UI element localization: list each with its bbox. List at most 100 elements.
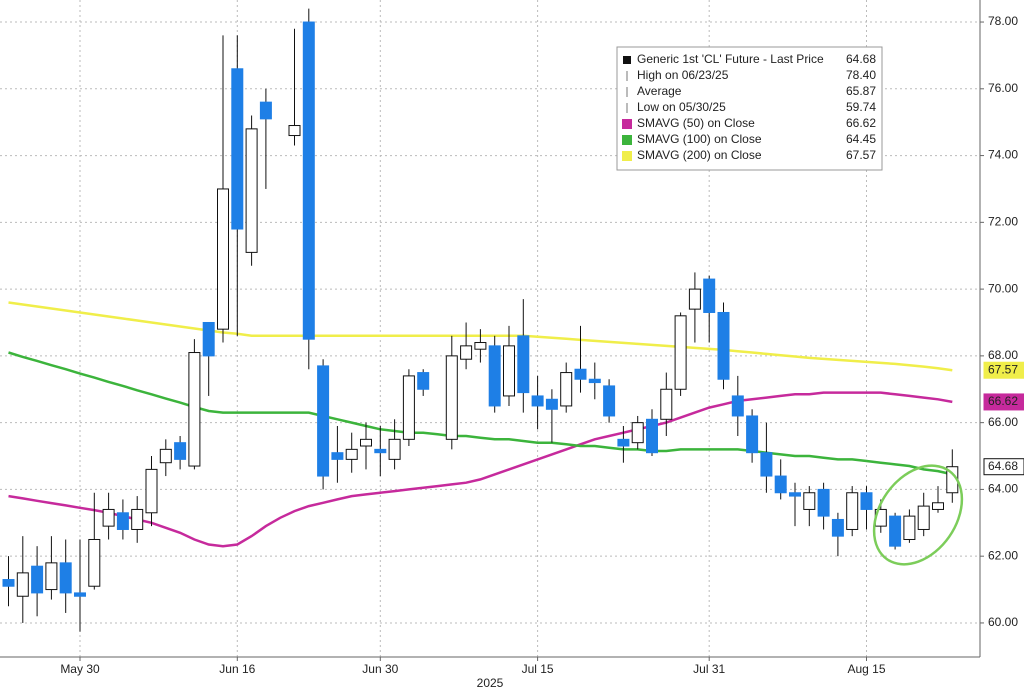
candle-body xyxy=(188,352,201,467)
highlight-ellipse xyxy=(872,464,964,566)
legend-value: 65.87 xyxy=(846,84,876,98)
legend-value: 59.74 xyxy=(846,100,876,114)
y-tick-label: 70.00 xyxy=(988,281,1018,295)
candle-body xyxy=(688,288,701,310)
candle-body xyxy=(360,438,372,447)
candle-body xyxy=(531,395,544,407)
sma-line xyxy=(8,351,953,476)
candle-body xyxy=(202,321,215,357)
candle-body xyxy=(803,492,816,510)
legend: Generic 1st 'CL' Future - Last Price 64.6… xyxy=(616,46,883,171)
candle-body xyxy=(703,278,716,313)
y-tick-label: 62.00 xyxy=(988,548,1018,562)
candle-body xyxy=(817,488,830,517)
y-tick-label: 72.00 xyxy=(988,215,1018,229)
candle-body xyxy=(717,311,730,380)
candle-body xyxy=(831,518,844,537)
candle-body xyxy=(545,398,558,410)
candle-body xyxy=(646,418,658,454)
candle-body xyxy=(59,562,72,594)
x-tick-label: Jun 16 xyxy=(219,662,255,676)
candle-body xyxy=(660,388,673,420)
candle-body xyxy=(302,21,315,340)
candle-body xyxy=(259,101,272,120)
legend-title: Generic 1st 'CL' Future - Last Price xyxy=(637,52,824,66)
candle-body xyxy=(603,385,616,417)
candle-body xyxy=(402,375,415,440)
legend-label: SMAVG (200) on Close xyxy=(637,148,762,162)
y-tick-label: 66.00 xyxy=(988,415,1018,429)
candle-body xyxy=(288,125,301,137)
legend-label: Low on 05/30/25 xyxy=(637,100,726,114)
legend-label: Average xyxy=(637,84,682,98)
sma-line xyxy=(8,391,953,548)
candle-body xyxy=(445,355,458,440)
legend-label: High on 06/23/25 xyxy=(637,68,729,82)
legend-value: 78.40 xyxy=(846,68,876,82)
x-tick-label: Jul 15 xyxy=(522,662,554,676)
candle-body xyxy=(331,452,344,460)
candle-body xyxy=(31,565,44,594)
legend-swatch xyxy=(622,119,632,129)
x-tick-label: Jul 31 xyxy=(693,662,725,676)
candle-body xyxy=(917,505,930,530)
value-tag xyxy=(983,361,1024,379)
candle-body xyxy=(88,538,101,587)
legend-swatch xyxy=(622,135,632,145)
candle-body xyxy=(102,508,115,527)
x-tick-label: Jun 30 xyxy=(362,662,398,676)
legend-value: 66.62 xyxy=(846,116,876,130)
legend-swatch xyxy=(622,151,632,161)
candle-body xyxy=(932,502,944,510)
candle-body xyxy=(617,438,630,447)
y-tick-label: 78.00 xyxy=(988,14,1018,28)
legend-swatch xyxy=(623,56,631,64)
last-value-tags: 67.57 66.62 64.68 xyxy=(983,361,1024,476)
candle-body xyxy=(16,572,29,597)
candle-body xyxy=(903,515,916,540)
candle-body xyxy=(774,475,787,494)
value-tag xyxy=(983,393,1024,411)
candle-body xyxy=(560,372,573,407)
y-tick-label: 74.00 xyxy=(988,148,1018,162)
legend-label: SMAVG (50) on Close xyxy=(637,116,755,130)
axis-labels: 60.00 62.00 64.00 66.00 68.00 70.00 72.00 74.00… xyxy=(60,14,1018,676)
value-tag-label: 64.68 xyxy=(988,459,1018,473)
candle-body xyxy=(74,592,86,597)
y-tick-label: 76.00 xyxy=(988,81,1018,95)
x-tick-label: Aug 15 xyxy=(847,662,885,676)
candle-body xyxy=(131,508,144,530)
candle-body xyxy=(417,372,430,390)
candle-body xyxy=(345,448,358,460)
candle-body xyxy=(174,442,187,460)
candle-body xyxy=(317,365,330,477)
candle-body xyxy=(217,188,229,330)
candle-body xyxy=(503,345,515,397)
candle-body xyxy=(388,438,401,460)
legend-value: 64.45 xyxy=(846,132,876,146)
y-tick-label: 60.00 xyxy=(988,615,1018,629)
y-tick-label: 68.00 xyxy=(988,348,1018,362)
x-axis-label: 2025 xyxy=(477,676,504,690)
candle-body xyxy=(474,342,487,350)
candle-body xyxy=(631,422,644,444)
legend-value: 67.57 xyxy=(846,148,876,162)
legend-box xyxy=(616,46,883,171)
candle-body xyxy=(674,315,687,390)
value-tag xyxy=(983,458,1024,476)
candle-body xyxy=(760,452,773,477)
candle-body xyxy=(145,468,158,514)
candle-body xyxy=(159,448,172,464)
candle-body xyxy=(488,345,501,407)
candle-body xyxy=(45,562,58,591)
value-tag-label: 66.62 xyxy=(988,394,1018,408)
candle-body xyxy=(460,345,473,360)
x-tick-label: May 30 xyxy=(60,662,100,676)
legend-value: 64.68 xyxy=(846,52,876,66)
candle-body xyxy=(588,378,601,384)
legend-label: SMAVG (100) on Close xyxy=(637,132,762,146)
candle-body xyxy=(889,515,902,547)
candle-body xyxy=(231,68,244,230)
candle-body xyxy=(860,492,873,510)
